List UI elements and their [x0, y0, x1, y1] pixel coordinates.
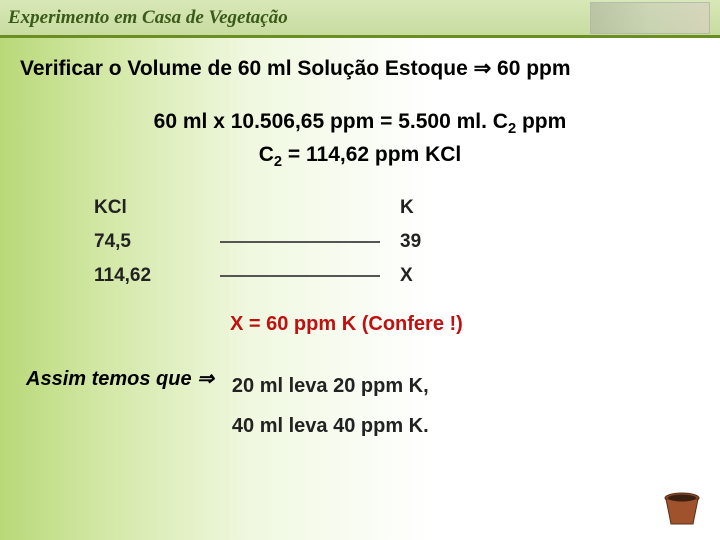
slide-content: Verificar o Volume de 60 ml Solução Esto…: [0, 38, 720, 446]
calc-2a: C: [259, 143, 274, 166]
th-k: K: [400, 197, 470, 219]
pot-icon: [662, 492, 702, 526]
conclusion-v1: 20 ml leva 20 ppm K,: [232, 366, 429, 406]
th-kcl: KCl: [90, 197, 200, 219]
calculation-block: 60 ml x 10.506,65 ppm = 5.500 ml. C2 ppm…: [20, 107, 700, 173]
calc-1b: ppm: [516, 110, 566, 133]
divider-line-1: [220, 241, 380, 243]
arrow-icon: ⇒: [474, 57, 492, 80]
result-x-line: X = 60 ppm K (Confere !): [230, 313, 700, 336]
cell-x: X: [400, 265, 470, 287]
header-photo-placeholder: [590, 2, 710, 34]
calc-line-1: 60 ml x 10.506,65 ppm = 5.500 ml. C2 ppm: [20, 107, 700, 140]
conclusion-v2: 40 ml leva 40 ppm K.: [232, 406, 429, 446]
calc-line-2: C2 = 114,62 ppm KCl: [20, 140, 700, 173]
table-header-row: KCl K: [90, 191, 700, 225]
slide-header: Experimento em Casa de Vegetação: [0, 0, 720, 38]
verify-line: Verificar o Volume de 60 ml Solução Esto…: [20, 56, 700, 81]
calc-2b: = 114,62 ppm KCl: [282, 143, 461, 166]
conclusion-row: Assim temos que ⇒ 20 ml leva 20 ppm K, 4…: [26, 366, 700, 446]
cell-74: 74,5: [90, 231, 200, 253]
verify-suffix: 60 ppm: [491, 57, 570, 80]
calc-sub-2: 2: [274, 154, 282, 170]
cell-114: 114,62: [90, 265, 200, 287]
header-title: Experimento em Casa de Vegetação: [8, 7, 288, 29]
table-row-1: 74,5 39: [90, 225, 700, 259]
conclusion-label: Assim temos que ⇒: [26, 366, 214, 391]
calc-1a: 60 ml x 10.506,65 ppm = 5.500 ml. C: [154, 110, 508, 133]
divider-line-2: [220, 275, 380, 277]
conclusion-values: 20 ml leva 20 ppm K, 40 ml leva 40 ppm K…: [232, 366, 429, 446]
cell-39: 39: [400, 231, 470, 253]
verify-prefix: Verificar o Volume de 60 ml Solução Esto…: [20, 57, 474, 80]
proportion-table: KCl K 74,5 39 114,62 X: [90, 191, 700, 293]
table-row-2: 114,62 X: [90, 259, 700, 293]
calc-sub-1: 2: [508, 121, 516, 137]
